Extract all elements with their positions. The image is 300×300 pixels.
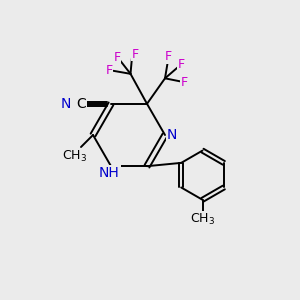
Text: C: C [77,97,86,111]
Text: F: F [113,51,121,64]
Text: F: F [131,48,139,61]
Text: N: N [61,97,71,111]
Text: F: F [178,58,185,71]
Text: CH$_3$: CH$_3$ [62,148,88,164]
Text: CH$_3$: CH$_3$ [190,212,215,227]
Text: F: F [165,50,172,63]
Text: N: N [167,128,177,142]
Text: NH: NH [99,166,120,180]
Text: F: F [105,64,112,77]
Text: F: F [181,76,188,89]
